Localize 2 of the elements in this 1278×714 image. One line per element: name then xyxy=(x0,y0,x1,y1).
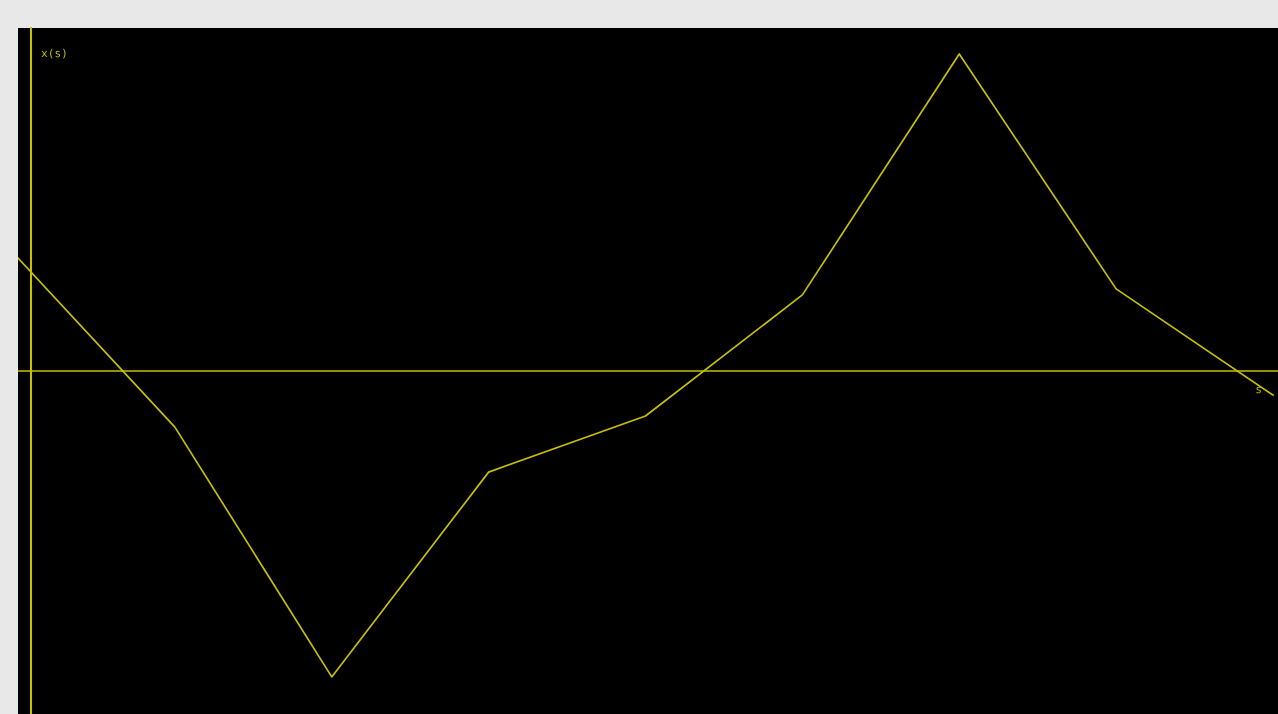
y-axis-title: x(s) xyxy=(41,48,66,59)
x-axis-title: s xyxy=(1256,386,1261,394)
